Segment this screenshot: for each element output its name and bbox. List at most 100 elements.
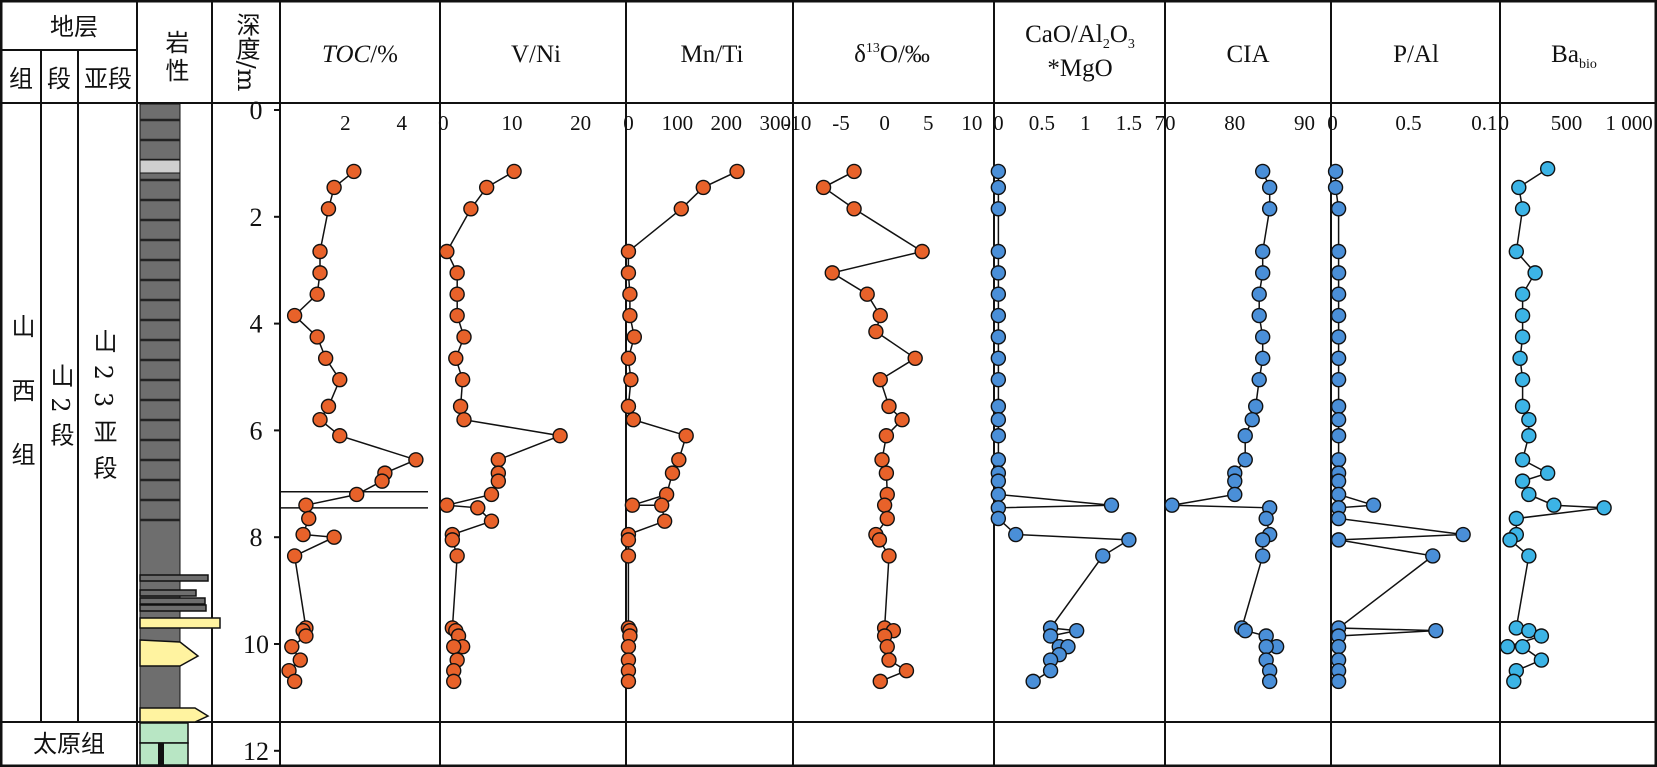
pal-title: P/Al [1393,41,1439,68]
data-point [1244,412,1260,428]
data-point [1258,638,1274,655]
data-point [1254,350,1271,367]
data-point [1261,673,1278,690]
submember-header: 亚段 [84,65,132,93]
formation-label: 山西组 [7,314,35,506]
data-point [881,652,897,668]
data-point [1254,243,1271,260]
data-point [623,371,639,388]
data-point [914,243,930,260]
data-point [1514,638,1531,655]
data-point [990,473,1007,489]
shale-column [139,103,181,716]
data-point [620,548,637,564]
data-point [1539,465,1556,481]
data-panels: 2 4 0 10 20 0 100 200 300-10 -5 0 5 10 0 0.5 1 1.5 70 80 90… [280,111,1653,690]
data-point [1248,398,1264,415]
data-point [624,497,641,513]
data-point [408,452,424,468]
data-point [1042,663,1059,679]
interbed-layer [139,589,197,597]
data-point [1251,307,1267,324]
data-point [1330,286,1347,302]
data-point [622,307,638,324]
data-point [439,243,455,260]
data-point [846,163,862,180]
mnti-title: Mn/Ti [680,41,743,68]
data-point [1499,638,1516,655]
data-point [1330,510,1347,527]
data-point [1330,486,1347,503]
data-point [1330,412,1347,428]
data-point [1330,532,1347,548]
data-point [990,428,1007,444]
data-point [446,638,462,655]
data-point [871,532,888,548]
x-tick-label: 20 [570,111,591,135]
data-point [1042,628,1059,644]
data-point [312,265,328,281]
data-point [1330,428,1347,444]
data-point [483,486,500,503]
x-tick-label: 2 [340,111,351,135]
data-point [1237,428,1253,444]
data-point [446,673,462,690]
data-point [284,638,300,655]
data-point [1327,163,1344,180]
data-point [326,529,342,545]
data-point [1121,532,1137,548]
data-point [1330,371,1347,388]
data-point [878,428,895,444]
data-point [625,412,642,428]
data-point [1330,350,1347,367]
data-point [346,163,362,180]
data-point [478,179,495,196]
taiyuan-label: 太原组 [33,730,105,758]
data-point [490,452,507,468]
panel-7: 0 500 1 000 [1499,111,1653,690]
data-point [449,307,465,324]
data-point [1164,497,1180,513]
data-point [348,486,365,503]
data-point [317,350,334,367]
depth-tick-label: 2 [250,203,263,232]
data-point [439,497,455,513]
data-point [729,163,745,180]
data-point [1546,497,1562,513]
series-line [997,171,1132,683]
data-point [990,398,1007,415]
data-point [1514,307,1531,324]
data-point [990,243,1007,260]
data-point [1514,473,1531,489]
data-point [1227,473,1243,489]
x-tick-label: 0 [438,111,449,135]
data-point [1095,548,1111,564]
data-point [622,286,638,302]
x-tick-label: 4 [397,111,408,135]
lithology-column [139,103,221,766]
data-point [320,398,337,415]
data-point [448,350,464,367]
x-tick-label: -5 [832,111,850,135]
data-point [449,548,465,564]
data-point [1254,265,1271,281]
data-point [1261,179,1278,196]
data-point [1330,638,1347,655]
data-point [1330,398,1347,415]
x-tick-label: 1.5 [1116,111,1142,135]
data-point [1327,179,1344,196]
data-point [1330,452,1347,468]
sandstone-layer [139,617,221,629]
data-point [1514,371,1531,388]
data-point [671,452,687,468]
x-tick-label: 10 [961,111,982,135]
data-point [1254,163,1271,180]
data-point [1508,243,1525,260]
x-tick-label: 0 [1499,111,1510,135]
data-point [332,428,348,444]
babio-title: Babio [1551,41,1597,72]
data-point [1521,486,1537,503]
interbed-layer [139,574,209,582]
